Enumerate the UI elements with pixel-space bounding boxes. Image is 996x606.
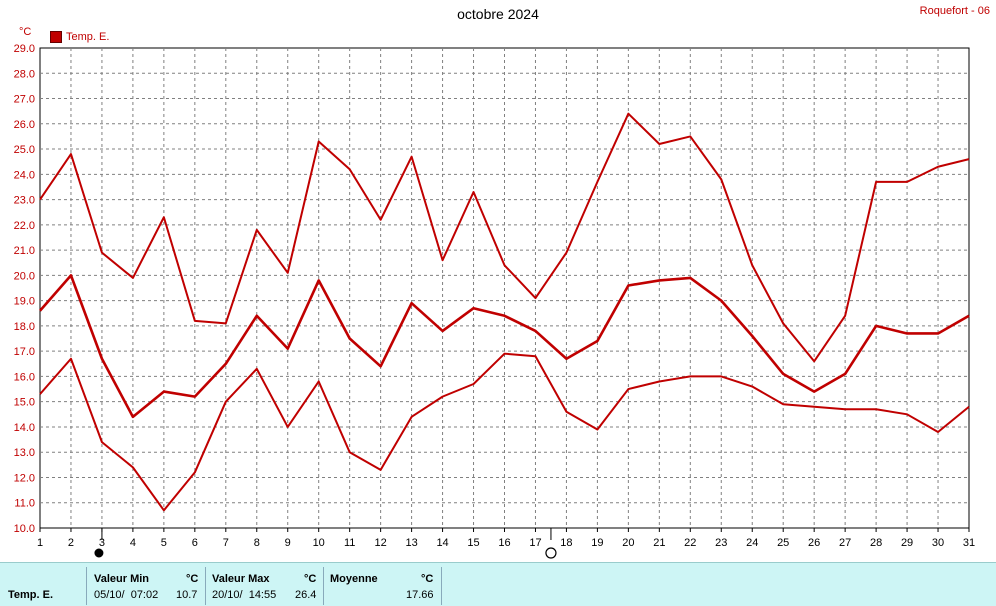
x-tick-label: 4 bbox=[130, 537, 136, 549]
x-tick-label: 11 bbox=[344, 537, 355, 549]
x-tick-label: 2 bbox=[68, 537, 74, 549]
x-tick-label: 19 bbox=[591, 537, 603, 549]
y-tick-label: 12.0 bbox=[14, 472, 35, 484]
y-tick-label: 15.0 bbox=[14, 397, 35, 409]
min-datetime: 05/10/ 07:02 bbox=[94, 589, 159, 601]
footer-series-label: Temp. E. bbox=[8, 589, 54, 601]
stats-footer: Temp. E. Valeur Min °C 05/10/ 07:02 10.7… bbox=[0, 562, 996, 606]
legend: Temp. E. bbox=[50, 31, 109, 43]
mean-value: 17.66 bbox=[406, 589, 434, 601]
x-tick-label: 30 bbox=[932, 537, 944, 549]
x-tick-label: 25 bbox=[777, 537, 789, 549]
x-tick-label: 22 bbox=[684, 537, 696, 549]
x-tick-label: 7 bbox=[223, 537, 229, 549]
footer-divider bbox=[323, 567, 324, 605]
x-tick-label: 18 bbox=[560, 537, 572, 549]
y-tick-label: 29.0 bbox=[14, 43, 35, 55]
min-value: 10.7 bbox=[176, 589, 198, 601]
y-tick-label: 11.0 bbox=[14, 498, 35, 510]
y-tick-label: 26.0 bbox=[14, 119, 35, 131]
y-tick-label: 17.0 bbox=[14, 346, 35, 358]
y-unit-label: °C bbox=[19, 26, 32, 38]
chart-svg: 1 2 3 4 5 6 7 8 9 10 11 12 13 14 15 16 17 18 19 20 21 22 23 24 2… bbox=[14, 43, 975, 559]
series-line-min bbox=[39, 352, 970, 512]
y-tick-label: 21.0 bbox=[14, 245, 35, 257]
x-tick-label: 21 bbox=[653, 537, 665, 549]
x-tick-label: 29 bbox=[901, 537, 913, 549]
marker-open-circle bbox=[545, 547, 557, 559]
footer-divider bbox=[441, 567, 442, 605]
y-tick-label: 25.0 bbox=[14, 144, 35, 156]
x-tick-label: 10 bbox=[313, 537, 325, 549]
x-tick-label: 14 bbox=[436, 537, 448, 549]
x-tick-label: 17 bbox=[529, 537, 541, 549]
max-value: 26.4 bbox=[295, 589, 317, 601]
min-unit: °C bbox=[186, 573, 199, 585]
x-tick-label: 3 bbox=[99, 537, 105, 549]
max-header: Valeur Max bbox=[212, 573, 270, 585]
y-tick-label: 13.0 bbox=[14, 447, 35, 459]
x-tick-label: 31 bbox=[963, 537, 975, 549]
y-tick-label: 16.0 bbox=[14, 371, 35, 383]
x-tick-label: 23 bbox=[715, 537, 727, 549]
max-unit: °C bbox=[304, 573, 317, 585]
max-datetime: 20/10/ 14:55 bbox=[212, 589, 277, 601]
y-tick-label: 20.0 bbox=[14, 270, 35, 282]
footer-divider bbox=[205, 567, 206, 605]
footer-divider bbox=[86, 567, 87, 605]
series-line-max bbox=[39, 112, 970, 363]
y-tick-label: 27.0 bbox=[14, 94, 35, 106]
mean-unit: °C bbox=[421, 573, 434, 585]
x-tick-label: 28 bbox=[870, 537, 882, 549]
y-tick-label: 23.0 bbox=[14, 195, 35, 207]
x-tick-label: 12 bbox=[375, 537, 387, 549]
y-tick-label: 18.0 bbox=[14, 321, 35, 333]
x-tick-label: 16 bbox=[498, 537, 510, 549]
x-tick-label: 26 bbox=[808, 537, 820, 549]
x-tick-label: 9 bbox=[285, 537, 291, 549]
x-tick-label: 15 bbox=[467, 537, 479, 549]
x-tick-label: 20 bbox=[622, 537, 634, 549]
legend-swatch bbox=[50, 31, 62, 43]
y-tick-label: 28.0 bbox=[14, 68, 35, 80]
x-tick-label: 8 bbox=[254, 537, 260, 549]
station-label: Roquefort - 06 bbox=[919, 5, 990, 17]
x-tick-label: 13 bbox=[405, 537, 417, 549]
x-tick-label: 5 bbox=[161, 537, 167, 549]
y-tick-label: 10.0 bbox=[14, 523, 35, 535]
series-line-mean bbox=[39, 274, 970, 419]
chart-area: octobre 2024 Roquefort - 06 °C Temp. E. … bbox=[14, 5, 990, 559]
y-tick-label: 24.0 bbox=[14, 169, 35, 181]
y-tick-label: 19.0 bbox=[14, 296, 35, 308]
y-tick-label: 14.0 bbox=[14, 422, 35, 434]
chart-title: octobre 2024 bbox=[457, 6, 539, 22]
legend-label: Temp. E. bbox=[66, 31, 110, 43]
x-tick-label: 24 bbox=[746, 537, 758, 549]
marker-filled-circle bbox=[94, 548, 104, 558]
y-tick-label: 22.0 bbox=[14, 220, 35, 232]
min-header: Valeur Min bbox=[94, 573, 150, 585]
x-tick-label: 1 bbox=[37, 537, 43, 549]
mean-header: Moyenne bbox=[330, 573, 378, 585]
x-tick-label: 27 bbox=[839, 537, 851, 549]
x-tick-label: 6 bbox=[192, 537, 198, 549]
